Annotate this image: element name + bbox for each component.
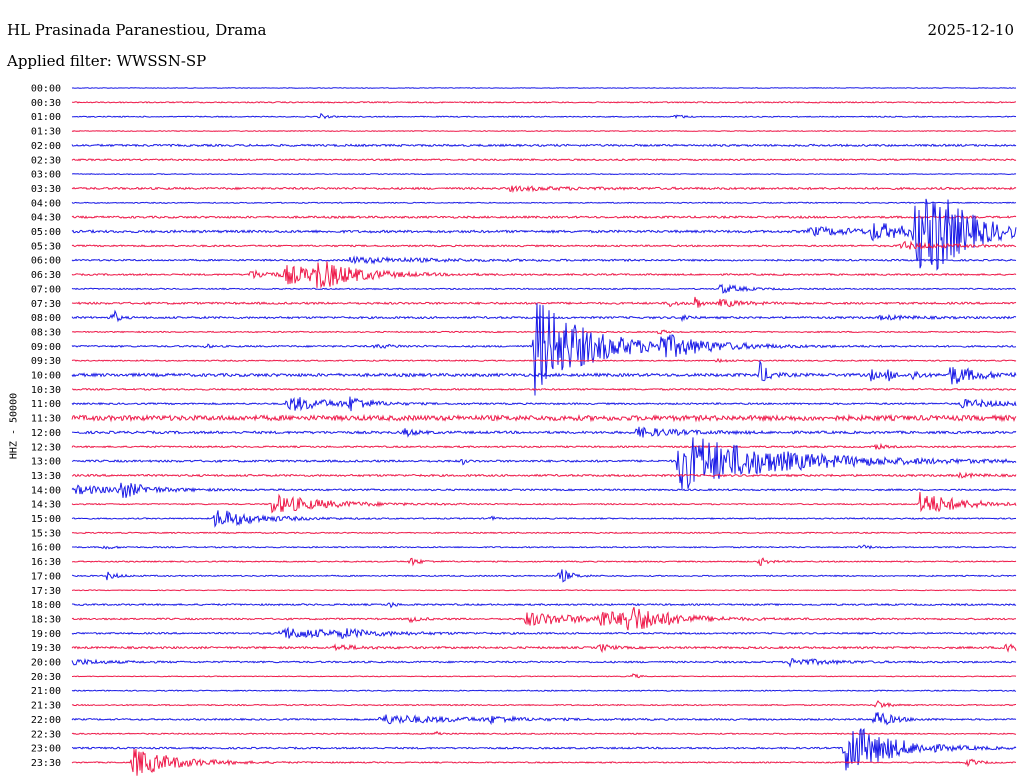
- trace-line: [71, 303, 1017, 396]
- time-tick-label: 23:30: [31, 758, 61, 769]
- trace-line: [71, 261, 1017, 289]
- trace-line: [71, 215, 1017, 220]
- trace-line: [71, 359, 1017, 385]
- trace-line: [71, 143, 1017, 148]
- time-tick-label: 22:30: [31, 729, 61, 740]
- trace-line: [71, 112, 1017, 120]
- station-title: HL Prasinada Paranestiou, Drama: [7, 21, 267, 39]
- trace-line: [71, 426, 1017, 438]
- time-tick-label: 05:30: [31, 241, 61, 252]
- time-tick-label: 18:00: [31, 600, 61, 611]
- time-tick-label: 00:30: [31, 98, 61, 109]
- trace-line: [71, 471, 1017, 480]
- time-tick-label: 23:00: [31, 744, 61, 755]
- time-tick-label: 12:30: [31, 442, 61, 453]
- trace-line: [71, 357, 1017, 364]
- filter-label: Applied filter: WWSSN-SP: [7, 52, 207, 70]
- time-tick-label: 15:30: [31, 528, 61, 539]
- time-tick-label: 18:30: [31, 614, 61, 625]
- trace-line: [71, 437, 1017, 490]
- trace-line: [71, 442, 1017, 450]
- trace-line: [71, 283, 1017, 294]
- time-tick-label: 01:30: [31, 127, 61, 138]
- trace-line: [71, 557, 1017, 567]
- trace-line: [71, 510, 1017, 528]
- time-tick-label: 10:00: [31, 371, 61, 382]
- time-tick-label: 06:30: [31, 270, 61, 281]
- trace-line: [71, 626, 1017, 639]
- time-tick-label: 07:00: [31, 284, 61, 295]
- trace-line: [71, 589, 1017, 592]
- trace-line: [71, 101, 1016, 104]
- trace-line: [71, 87, 1017, 89]
- time-tick-label: 19:00: [31, 629, 61, 640]
- trace-line: [71, 158, 1017, 162]
- time-tick-label: 12:00: [31, 428, 61, 439]
- time-tick-label: 15:00: [31, 514, 61, 525]
- time-tick-label: 17:30: [31, 586, 61, 597]
- trace-line: [71, 699, 1016, 709]
- time-tick-label: 16:00: [31, 543, 61, 554]
- time-tick-label: 16:30: [31, 557, 61, 568]
- trace-line: [71, 643, 1017, 654]
- time-tick-label: 21:00: [31, 686, 61, 697]
- trace-line: [71, 748, 1017, 776]
- time-tick-label: 08:00: [31, 313, 61, 324]
- time-tick-label: 14:30: [31, 500, 61, 511]
- time-tick-label: 09:00: [31, 342, 61, 353]
- time-tick-label: 03:30: [31, 184, 61, 195]
- time-tick-label: 07:30: [31, 299, 61, 310]
- time-tick-label: 20:00: [31, 658, 61, 669]
- trace-line: [71, 255, 1017, 265]
- time-tick-label: 21:30: [31, 701, 61, 712]
- time-tick-label: 06:00: [31, 256, 61, 267]
- time-tick-label: 02:00: [31, 141, 61, 152]
- time-tick-label: 10:30: [31, 385, 61, 396]
- time-tick-label: 13:00: [31, 457, 61, 468]
- time-tick-label: 11:00: [31, 399, 61, 410]
- time-tick-label: 02:30: [31, 155, 61, 166]
- trace-line: [71, 185, 1017, 194]
- trace-line: [71, 607, 1017, 631]
- trace-line: [71, 689, 1017, 692]
- time-tick-label: 04:30: [31, 213, 61, 224]
- time-tick-label: 17:00: [31, 571, 61, 582]
- trace-line: [71, 601, 1017, 609]
- time-tick-label: 08:30: [31, 327, 61, 338]
- trace-line: [71, 730, 1017, 736]
- time-tick-label: 14:00: [31, 485, 61, 496]
- trace-line: [72, 173, 1017, 176]
- trace-line: [71, 296, 1017, 308]
- trace-line: [71, 482, 1017, 498]
- trace-line: [71, 201, 1017, 204]
- trace-line: [71, 130, 1017, 133]
- time-tick-label: 04:00: [31, 198, 61, 209]
- date-label: 2025-12-10: [927, 21, 1014, 39]
- trace-line: [71, 387, 1017, 391]
- trace-line: [71, 657, 1017, 668]
- trace-line: [71, 531, 1017, 535]
- trace-line: [72, 544, 1017, 550]
- trace-line: [71, 198, 1017, 271]
- time-tick-label: 13:30: [31, 471, 61, 482]
- time-tick-label: 00:00: [31, 84, 61, 95]
- time-tick-label: 05:00: [31, 227, 61, 238]
- trace-line: [71, 396, 1017, 412]
- time-tick-label: 20:30: [31, 672, 61, 683]
- time-tick-label: 19:30: [31, 643, 61, 654]
- trace-line: [71, 240, 1017, 250]
- time-tick-label: 22:00: [31, 715, 61, 726]
- time-tick-label: 03:00: [31, 170, 61, 181]
- trace-line: [71, 569, 1017, 583]
- time-tick-label: 09:30: [31, 356, 61, 367]
- trace-line: [71, 712, 1017, 726]
- trace-line: [71, 413, 1017, 423]
- trace-line: [72, 673, 1017, 679]
- time-tick-label: 01:00: [31, 112, 61, 123]
- trace-line: [71, 309, 1017, 323]
- trace-line: [71, 491, 1017, 514]
- time-tick-label: 11:30: [31, 414, 61, 425]
